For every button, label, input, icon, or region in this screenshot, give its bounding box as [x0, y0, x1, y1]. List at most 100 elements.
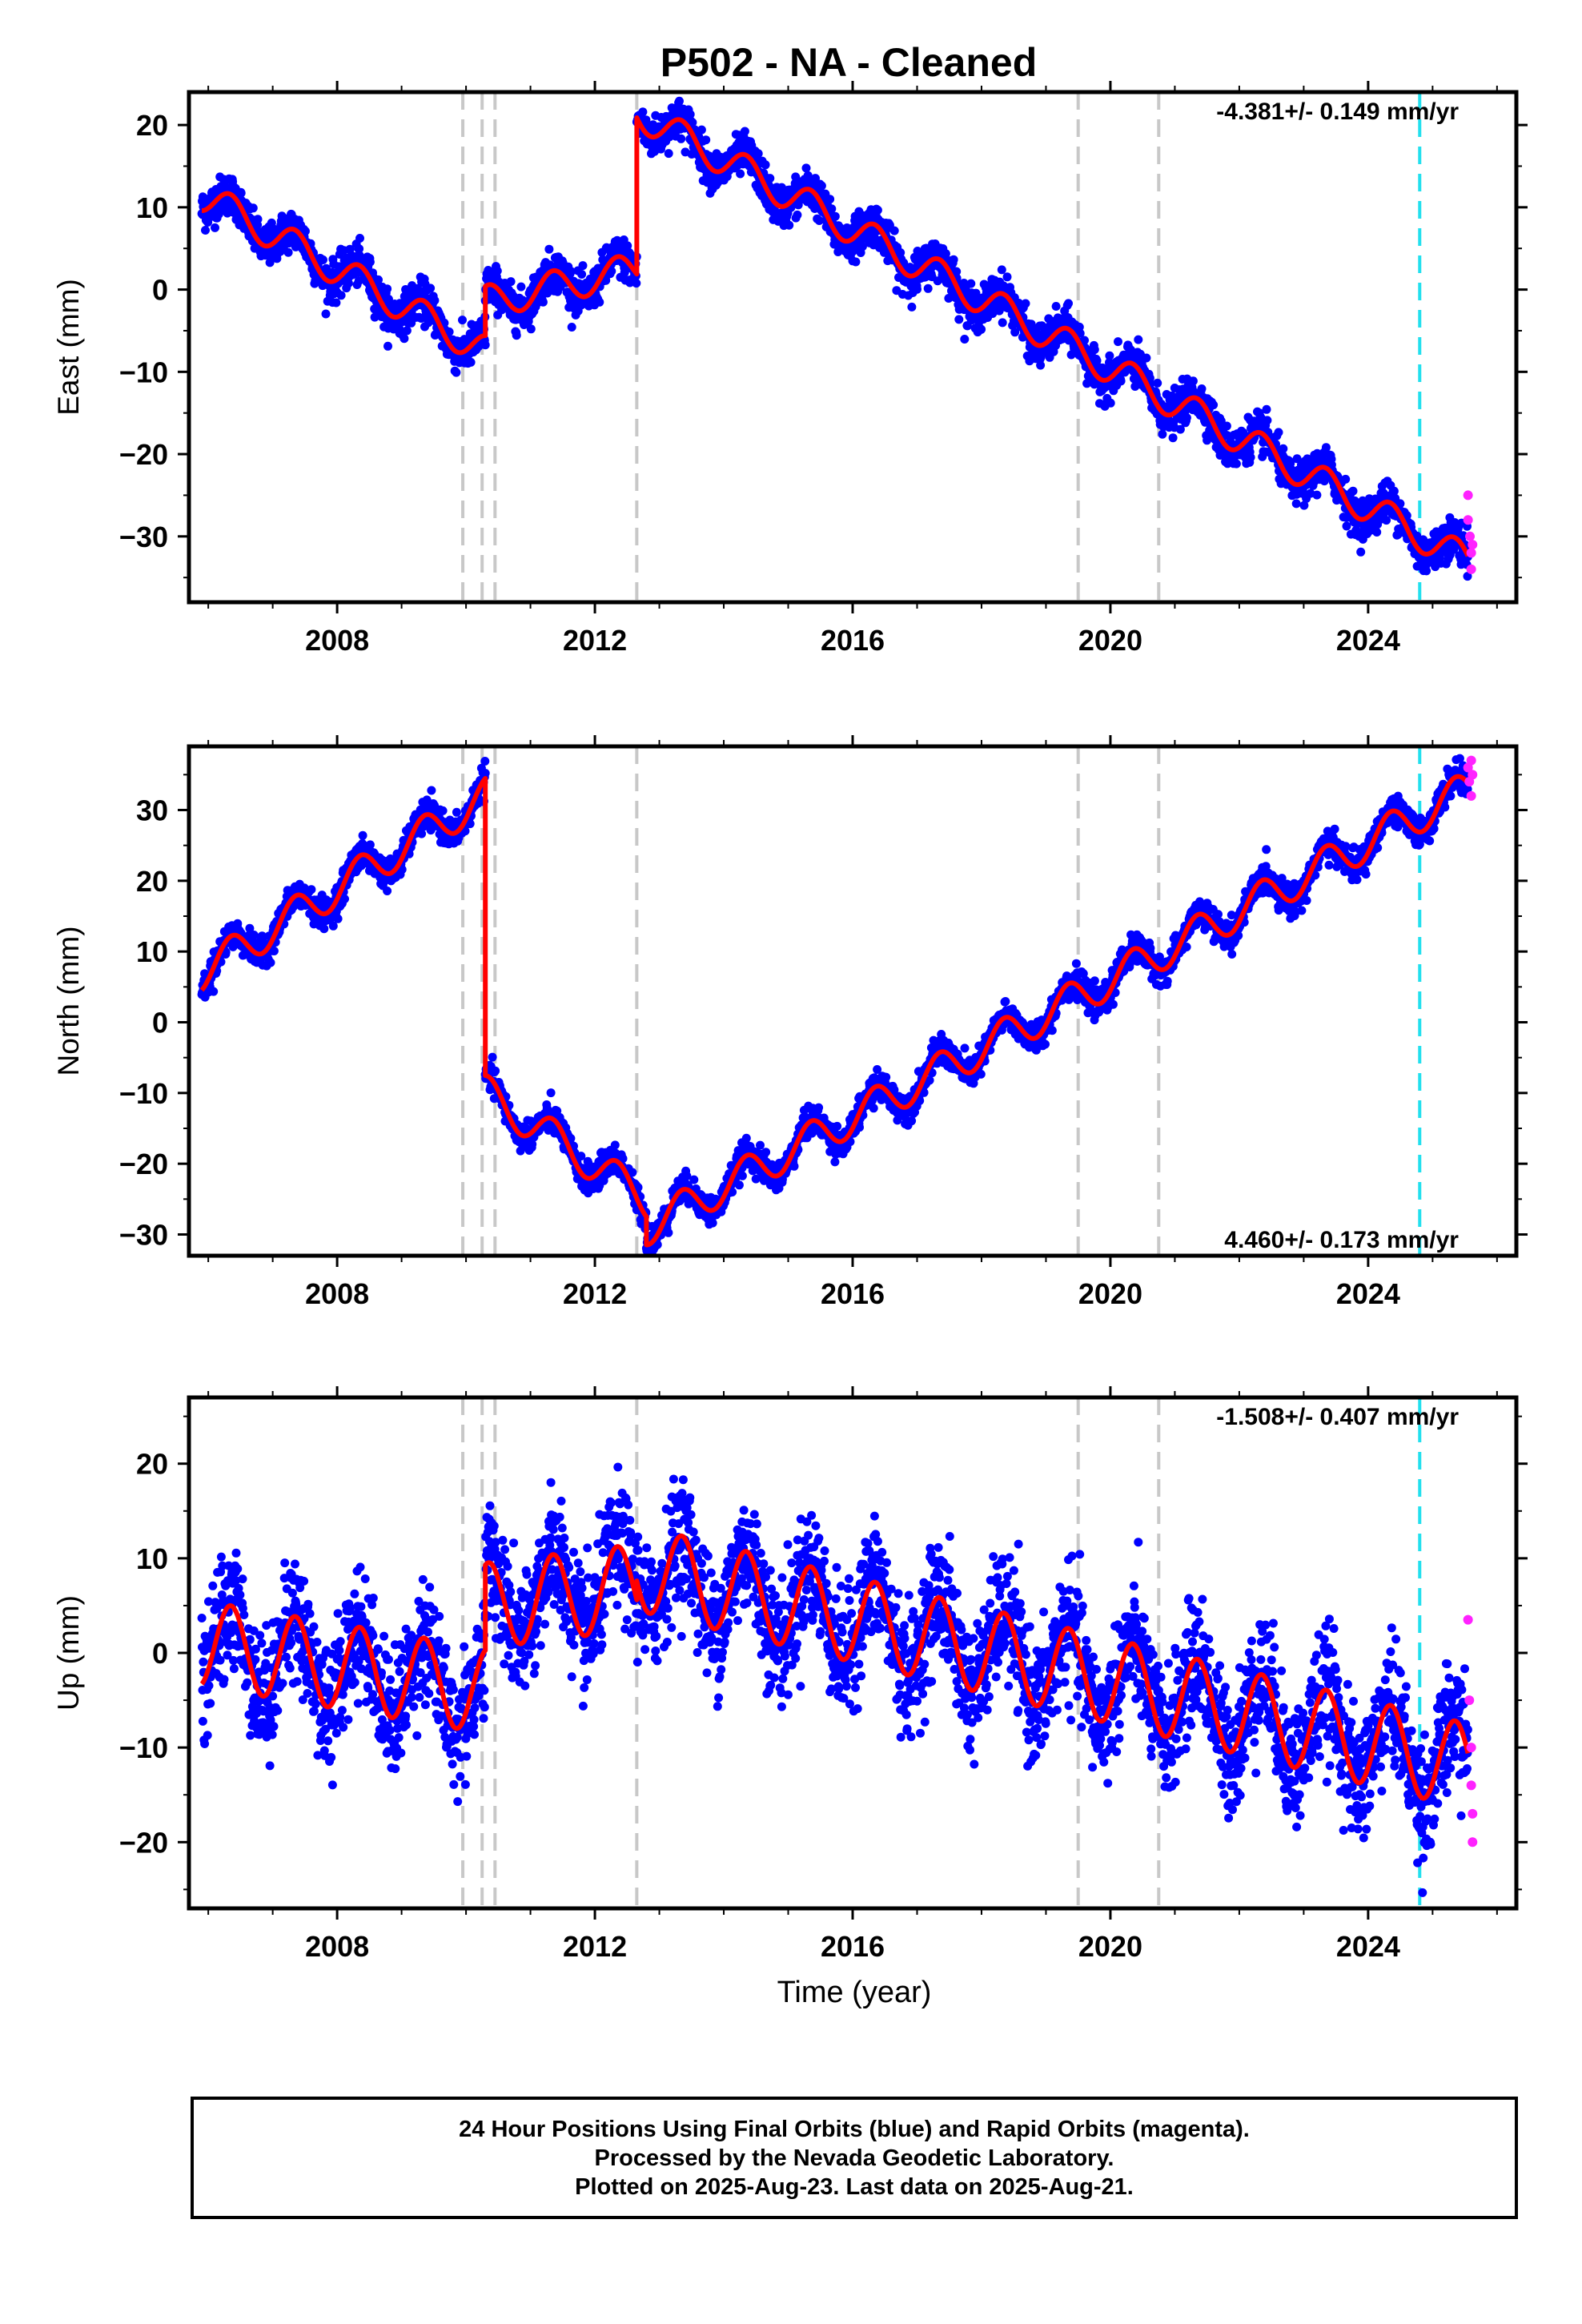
data-point — [913, 284, 921, 294]
data-point — [701, 135, 711, 145]
data-point — [300, 227, 310, 236]
data-point — [438, 806, 448, 815]
data-point — [753, 149, 763, 159]
data-point — [383, 284, 392, 294]
data-point — [400, 334, 409, 344]
data-point — [1134, 335, 1143, 344]
data-point — [1231, 459, 1241, 468]
data-point — [664, 149, 673, 159]
data-point — [1036, 360, 1046, 370]
data-point — [383, 341, 392, 351]
data-point — [1263, 416, 1272, 425]
data-point — [417, 829, 427, 838]
rapid-orbit-point — [1463, 515, 1473, 525]
data-point — [954, 315, 964, 324]
data-point — [253, 215, 263, 224]
final-orbit-points — [197, 96, 1472, 581]
data-point — [444, 327, 454, 336]
data-point — [1021, 299, 1030, 308]
data-point — [516, 282, 526, 292]
data-point — [355, 234, 364, 243]
data-point — [355, 244, 364, 254]
x-tick-label: 2012 — [563, 624, 627, 657]
data-point — [526, 324, 536, 334]
data-point — [1291, 499, 1301, 509]
rapid-orbit-point — [1468, 540, 1478, 550]
data-point — [1341, 474, 1351, 484]
data-point — [793, 210, 802, 219]
data-point — [544, 244, 554, 254]
data-point — [1158, 429, 1167, 439]
data-point — [340, 895, 349, 903]
data-point — [623, 241, 632, 251]
data-point — [595, 297, 604, 307]
data-point — [1142, 353, 1151, 363]
data-point — [827, 204, 837, 214]
data-point — [740, 127, 749, 136]
data-point — [851, 257, 861, 267]
data-point — [736, 169, 745, 179]
data-point — [949, 255, 958, 264]
data-point — [997, 265, 1006, 275]
data-point — [538, 297, 548, 307]
data-point — [1105, 351, 1114, 360]
data-point — [1348, 486, 1358, 496]
final-orbit-points — [197, 754, 1473, 1256]
x-tick-label: 2020 — [1078, 624, 1142, 657]
data-point — [923, 283, 933, 293]
data-point — [546, 1088, 556, 1098]
data-point — [1051, 302, 1061, 311]
data-point — [480, 757, 490, 766]
data-point — [452, 368, 461, 377]
data-point — [1279, 444, 1288, 453]
data-point — [236, 188, 246, 198]
model-fit-line — [199, 115, 1471, 557]
data-point — [907, 302, 917, 312]
data-point — [333, 914, 343, 923]
data-point — [383, 887, 392, 895]
data-point — [209, 987, 219, 996]
data-point — [1262, 404, 1271, 414]
data-point — [801, 163, 811, 173]
data-point — [1116, 376, 1126, 386]
data-point — [1114, 337, 1122, 347]
data-point — [578, 261, 588, 271]
data-point — [1188, 376, 1198, 386]
data-point — [201, 226, 210, 235]
rapid-orbit-point — [1466, 564, 1476, 574]
data-point — [426, 283, 436, 293]
data-point — [512, 331, 521, 340]
data-point — [638, 107, 648, 117]
data-point — [977, 324, 986, 334]
data-point — [830, 211, 840, 221]
data-point — [607, 267, 616, 276]
x-tick-label: 2024 — [1336, 624, 1400, 657]
data-point — [601, 275, 611, 285]
data-point — [1222, 421, 1231, 431]
data-point — [677, 134, 686, 143]
data-point — [1422, 566, 1431, 576]
data-point — [1106, 398, 1115, 408]
data-point — [998, 318, 1007, 328]
data-point — [248, 203, 258, 213]
data-point — [765, 174, 775, 183]
x-tick-label: 2008 — [305, 624, 369, 657]
data-point — [1182, 413, 1191, 423]
data-point — [506, 277, 516, 287]
data-point — [211, 223, 219, 232]
y-tick-label: −30 — [119, 521, 168, 553]
data-point — [331, 298, 341, 308]
data-point — [358, 830, 367, 840]
data-point — [632, 279, 641, 288]
data-point — [480, 340, 490, 350]
data-point — [817, 181, 826, 191]
data-point — [427, 786, 436, 795]
data-point — [1090, 345, 1099, 354]
data-point — [452, 807, 461, 817]
data-point — [966, 279, 976, 288]
data-point — [1372, 528, 1382, 537]
data-point — [1209, 400, 1219, 410]
velocity-label: -4.381+/- 0.149 mm/yr — [1216, 99, 1459, 125]
